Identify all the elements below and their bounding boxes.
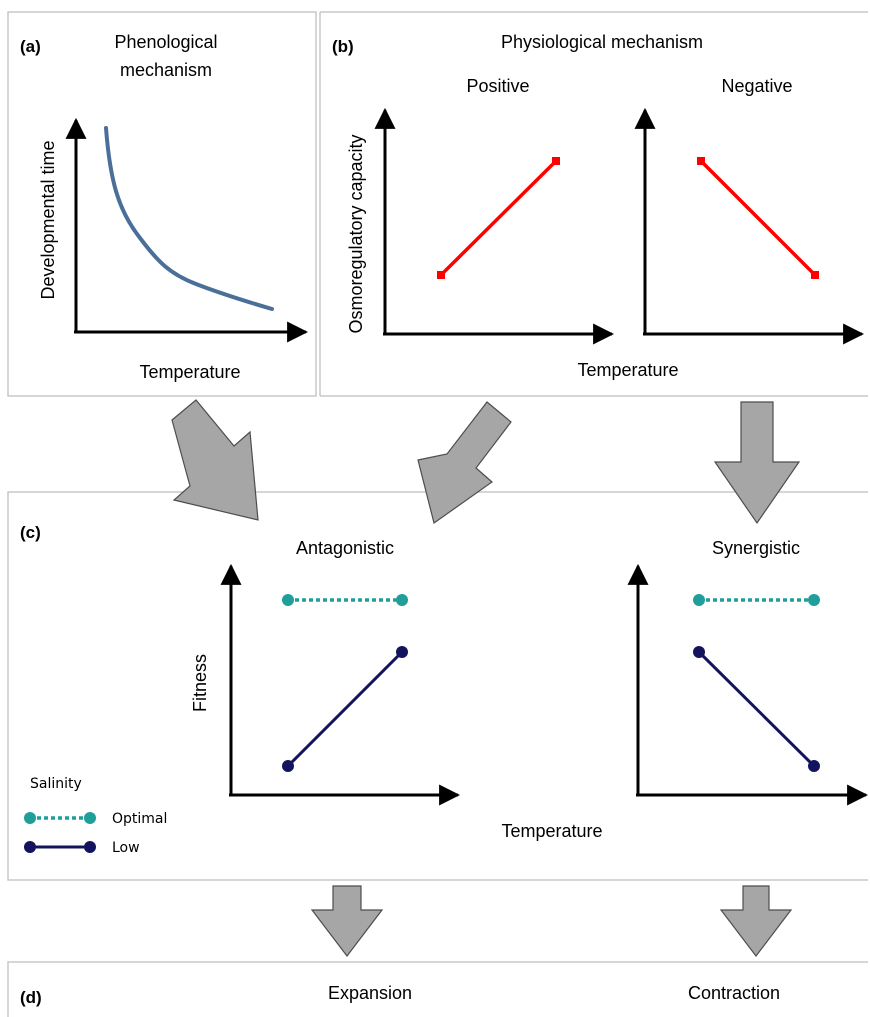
- panel-b-label: (b): [332, 37, 354, 56]
- panel-d-contraction: Contraction: [688, 983, 780, 1003]
- legend-optimal-label: Optimal: [112, 811, 167, 827]
- panel-b-x-label: Temperature: [577, 360, 678, 380]
- panel-d-expansion: Expansion: [328, 983, 412, 1003]
- legend-low-label: Low: [112, 840, 140, 856]
- panel-c-sub-antagonistic: Antagonistic: [296, 538, 394, 558]
- panel-b: (b) Physiological mechanism Positive Neg…: [332, 32, 865, 380]
- arrow-c-to-contraction: [719, 885, 793, 957]
- legend-title: Salinity: [30, 776, 82, 792]
- panel-b-y-label: Osmoregulatory capacity: [346, 134, 366, 333]
- antagonistic-low-end-point: [396, 646, 408, 658]
- synergistic-optimal-start-point: [693, 594, 705, 606]
- flow-arrows-row2: [310, 885, 793, 957]
- frame-panel-a: [7, 11, 317, 397]
- developmental-time-curve: [104, 126, 274, 311]
- panel-c-x-label: Temperature: [501, 821, 602, 841]
- arrow-a-to-c: [171, 399, 259, 521]
- positive-line-end-marker: [552, 157, 560, 165]
- positive-line-start-marker: [437, 271, 445, 279]
- negative-line-end-marker: [811, 271, 819, 279]
- panel-a-x-label: Temperature: [139, 362, 240, 382]
- panel-a-y-label: Developmental time: [38, 140, 58, 299]
- arrow-b-positive-to-c: [417, 401, 512, 524]
- panel-a-title-line2: mechanism: [120, 60, 212, 80]
- panel-a-label: (a): [20, 37, 41, 56]
- arrow-c-to-expansion: [310, 885, 384, 957]
- panel-c-y-label: Fitness: [190, 654, 210, 712]
- legend-low-dot-right: [84, 841, 96, 853]
- antagonistic-optimal-end-point: [396, 594, 408, 606]
- panel-c-label: (c): [20, 523, 41, 542]
- synergistic-low-end-point: [808, 760, 820, 772]
- legend-low-dot-left: [24, 841, 36, 853]
- synergistic-optimal-end-point: [808, 594, 820, 606]
- arrow-b-negative-to-c: [713, 401, 801, 525]
- panel-b-sub-negative: Negative: [721, 76, 792, 96]
- legend-optimal-dot-left: [24, 812, 36, 824]
- antagonistic-optimal-start-point: [282, 594, 294, 606]
- panel-a-title-line1: Phenological: [114, 32, 217, 52]
- synergistic-low-line: [697, 650, 816, 768]
- panel-c-sub-synergistic: Synergistic: [712, 538, 800, 558]
- panel-b-title: Physiological mechanism: [501, 32, 703, 52]
- legend-optimal-dot-right: [84, 812, 96, 824]
- frame-panel-d: [7, 961, 868, 1017]
- panel-a: (a) Phenological mechanism Developmental…: [20, 32, 309, 382]
- synergistic-low-start-point: [693, 646, 705, 658]
- antagonistic-low-line: [286, 650, 404, 768]
- negative-line-start-marker: [697, 157, 705, 165]
- panel-c: (c) Antagonistic Synergistic Fitness Tem…: [20, 523, 869, 856]
- panel-b-sub-positive: Positive: [466, 76, 529, 96]
- antagonistic-low-start-point: [282, 760, 294, 772]
- panel-d: (d) Expansion Contraction: [20, 983, 780, 1007]
- positive-relationship-line: [439, 159, 558, 277]
- flow-arrows-row1: [171, 399, 801, 525]
- negative-relationship-line: [699, 159, 817, 277]
- salinity-legend: Salinity Optimal Low: [24, 776, 167, 856]
- panel-d-label: (d): [20, 988, 42, 1007]
